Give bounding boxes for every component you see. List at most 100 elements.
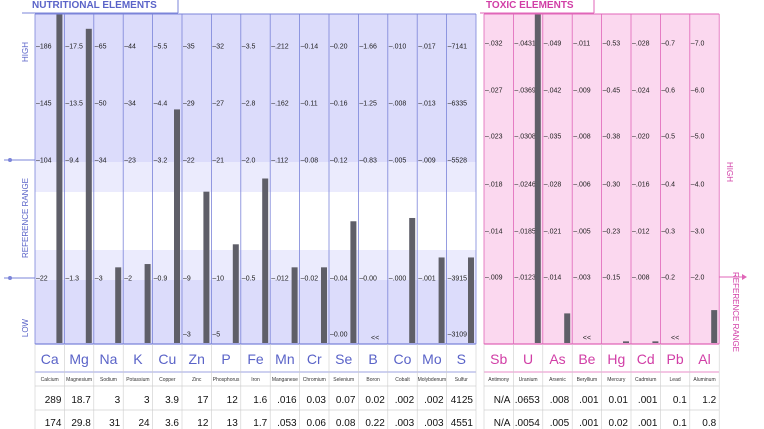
nutritional-tick-label: –.013 [418, 101, 436, 108]
toxic-tick-label: –.028 [632, 41, 650, 48]
nutritional-result-value: 3 [144, 395, 150, 406]
nutritional-tick-label: –.017 [418, 44, 436, 51]
nutritional-tick-label: –3.5 [242, 44, 256, 51]
nutritional-result-value: 18.7 [71, 395, 91, 406]
nutritional-tick-label: –.212 [271, 44, 289, 51]
nutritional-ref-lower-dot [8, 276, 12, 280]
toxic-tick-label: –0.4 [661, 182, 675, 189]
nutritional-name: Manganese [272, 377, 298, 383]
nutritional-tick-label: –0.83 [359, 158, 377, 165]
nutritional-reference-value: 31 [109, 418, 121, 429]
toxic-name: Antimony [488, 377, 509, 383]
nutritional-symbol-mo: Mo [422, 351, 442, 367]
toxic-name: Beryllium [577, 377, 598, 383]
nutritional-bar-ca [56, 14, 63, 343]
nutritional-bar-zn [203, 191, 210, 343]
toxic-tick-label: –.028 [544, 182, 562, 189]
nutritional-bar-se [350, 221, 357, 343]
nutritional-symbol-zn: Zn [189, 351, 205, 367]
nutritional-result-value: 12 [227, 395, 239, 406]
toxic-symbol-be: Be [578, 351, 595, 367]
nutritional-tick-label: –0.14 [301, 44, 319, 51]
nutritional-tick-label: –22 [183, 158, 195, 165]
nutritional-reference-label: REFERENCE RANGE [21, 178, 30, 258]
nutritional-bar-p [232, 244, 239, 343]
nutritional-tick-label: –0.12 [330, 158, 348, 165]
nutritional-tick-label: –27 [212, 101, 224, 108]
toxic-symbol-cd: Cd [637, 351, 655, 367]
nutritional-reference-value: 174 [45, 418, 62, 429]
nutritional-result-value: 0.02 [365, 395, 385, 406]
nutritional-symbol-s: S [457, 351, 466, 367]
toxic-tick-label: –0.30 [603, 182, 621, 189]
nutritional-symbol-b: B [368, 351, 377, 367]
nutritional-bar-cr [321, 267, 327, 343]
toxic-result-value: 0.1 [673, 395, 687, 406]
nutritional-tick-label: –65 [95, 44, 107, 51]
nutritional-reference-value: 1.7 [253, 418, 267, 429]
toxic-reference-value: .001 [579, 418, 599, 429]
nutritional-low-label: LOW [21, 318, 30, 337]
toxic-name: Aluminum [693, 377, 715, 383]
nutritional-reference-value: 4551 [451, 418, 474, 429]
toxic-tick-label: –0.5 [661, 134, 675, 141]
nutritional-tick-label: –0.9 [154, 276, 168, 283]
nutritional-tick-label: –7141 [448, 44, 468, 51]
toxic-name: Arsenic [549, 377, 566, 383]
toxic-reference-value: .005 [550, 418, 570, 429]
toxic-name: Uranium [519, 377, 538, 383]
toxic-reference-value: 0.02 [609, 418, 629, 429]
toxic-tick-label: –4.0 [691, 182, 705, 189]
nutritional-result-value: 0.07 [336, 395, 356, 406]
nutritional-name: Chromium [303, 377, 326, 383]
nutritional-result-value: 17 [197, 395, 209, 406]
nutritional-tick-label: –0.00 [330, 332, 348, 339]
nutritional-bar-mn [291, 267, 298, 343]
toxic-below-marker: << [583, 335, 591, 342]
nutritional-lower-fade [35, 250, 476, 280]
nutritional-symbol-co: Co [394, 351, 412, 367]
nutritional-tick-label: –10 [212, 276, 224, 283]
nutritional-tick-label: –5 [212, 332, 220, 339]
toxic-tick-label: –.042 [544, 88, 562, 95]
nutritional-symbol-k: K [133, 351, 143, 367]
nutritional-name: Molybdenum [418, 377, 447, 383]
toxic-tick-label: –3.0 [691, 229, 705, 236]
nutritional-tick-label: –0.5 [242, 276, 256, 283]
toxic-tick-label: –.032 [485, 41, 503, 48]
toxic-tick-label: –0.15 [603, 275, 621, 282]
nutritional-symbol-p: P [221, 351, 230, 367]
nutritional-title: NUTRITIONAL ELEMENTS [32, 0, 157, 11]
nutritional-tick-label: –3915 [448, 276, 468, 283]
toxic-tick-label: –.008 [632, 275, 650, 282]
toxic-tick-label: –.027 [485, 88, 503, 95]
nutritional-tick-label: –9 [183, 276, 191, 283]
toxic-tick-label: –.024 [632, 88, 650, 95]
toxic-bar-hg [623, 341, 629, 343]
nutritional-reference-value: 3.6 [165, 418, 179, 429]
nutritional-name: Zinc [192, 377, 202, 383]
nutritional-bar-mg [85, 28, 92, 344]
toxic-result-value: .001 [579, 395, 599, 406]
toxic-bar-cd [652, 341, 659, 343]
toxic-symbol-pb: Pb [667, 351, 684, 367]
toxic-tick-label: –.0308 [514, 134, 536, 141]
nutritional-tick-label: –.009 [418, 158, 436, 165]
nutritional-bar-cu [174, 109, 180, 343]
toxic-tick-label: –.016 [632, 182, 650, 189]
nutritional-tick-label: –3109 [448, 332, 468, 339]
toxic-result-value: 1.2 [702, 395, 716, 406]
toxic-name: Lead [670, 377, 681, 383]
toxic-bar-u [534, 14, 541, 343]
toxic-tick-label: –.006 [573, 182, 591, 189]
toxic-tick-label: –0.7 [661, 41, 675, 48]
nutritional-bar-s [468, 257, 474, 343]
nutritional-name: Magnesium [66, 377, 92, 383]
toxic-tick-label: –6.0 [691, 88, 705, 95]
toxic-tick-label: –.008 [573, 134, 591, 141]
nutritional-name: Cobalt [395, 377, 410, 383]
nutritional-symbol-na: Na [100, 351, 118, 367]
toxic-tick-label: –.012 [632, 229, 650, 236]
toxic-reference-label: REFERENCE RANGE [731, 272, 740, 352]
nutritional-reference-value: .003 [395, 418, 415, 429]
